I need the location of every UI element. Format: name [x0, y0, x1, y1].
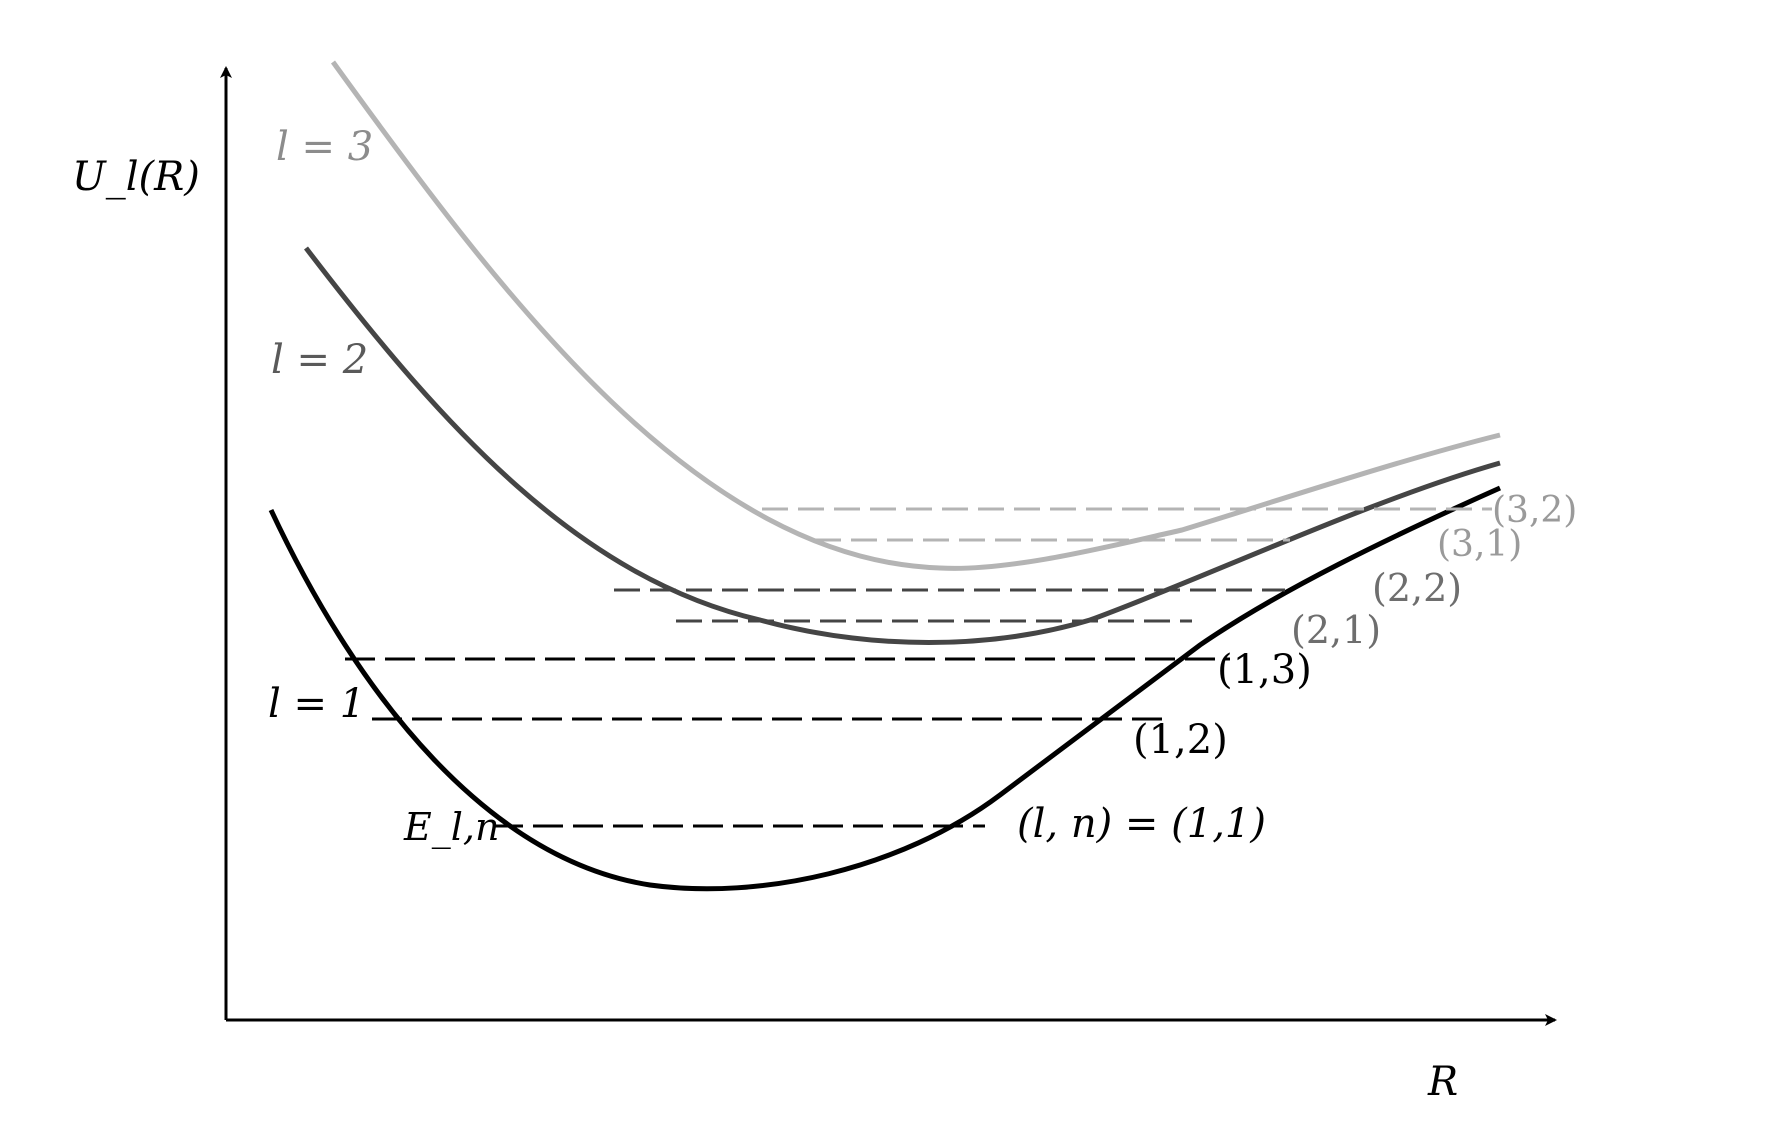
level-label-2-2: (2,2)	[1372, 566, 1462, 610]
curve-l2	[304, 246, 1501, 645]
level-label-2-1: (2,1)	[1291, 608, 1381, 652]
x-axis-label: R	[1427, 1059, 1458, 1105]
level-label-1-1: (l, n) = (1,1)	[1017, 801, 1266, 847]
level-label-3-1: (3,1)	[1437, 524, 1522, 565]
curve-l1	[268, 485, 1502, 892]
curve-label-l1: l = 1	[268, 681, 365, 727]
level-label-1-3: (1,3)	[1217, 647, 1312, 693]
y-axis-label: U_l(R)	[72, 154, 200, 200]
curve-label-l2: l = 2	[271, 337, 368, 383]
curve-l3	[330, 60, 1501, 571]
level-label-1-2: (1,2)	[1133, 717, 1228, 763]
energy-symbol: E_l,n	[403, 805, 499, 850]
curve-label-l3: l = 3	[276, 124, 373, 170]
level-label-3-2: (3,2)	[1492, 490, 1577, 531]
